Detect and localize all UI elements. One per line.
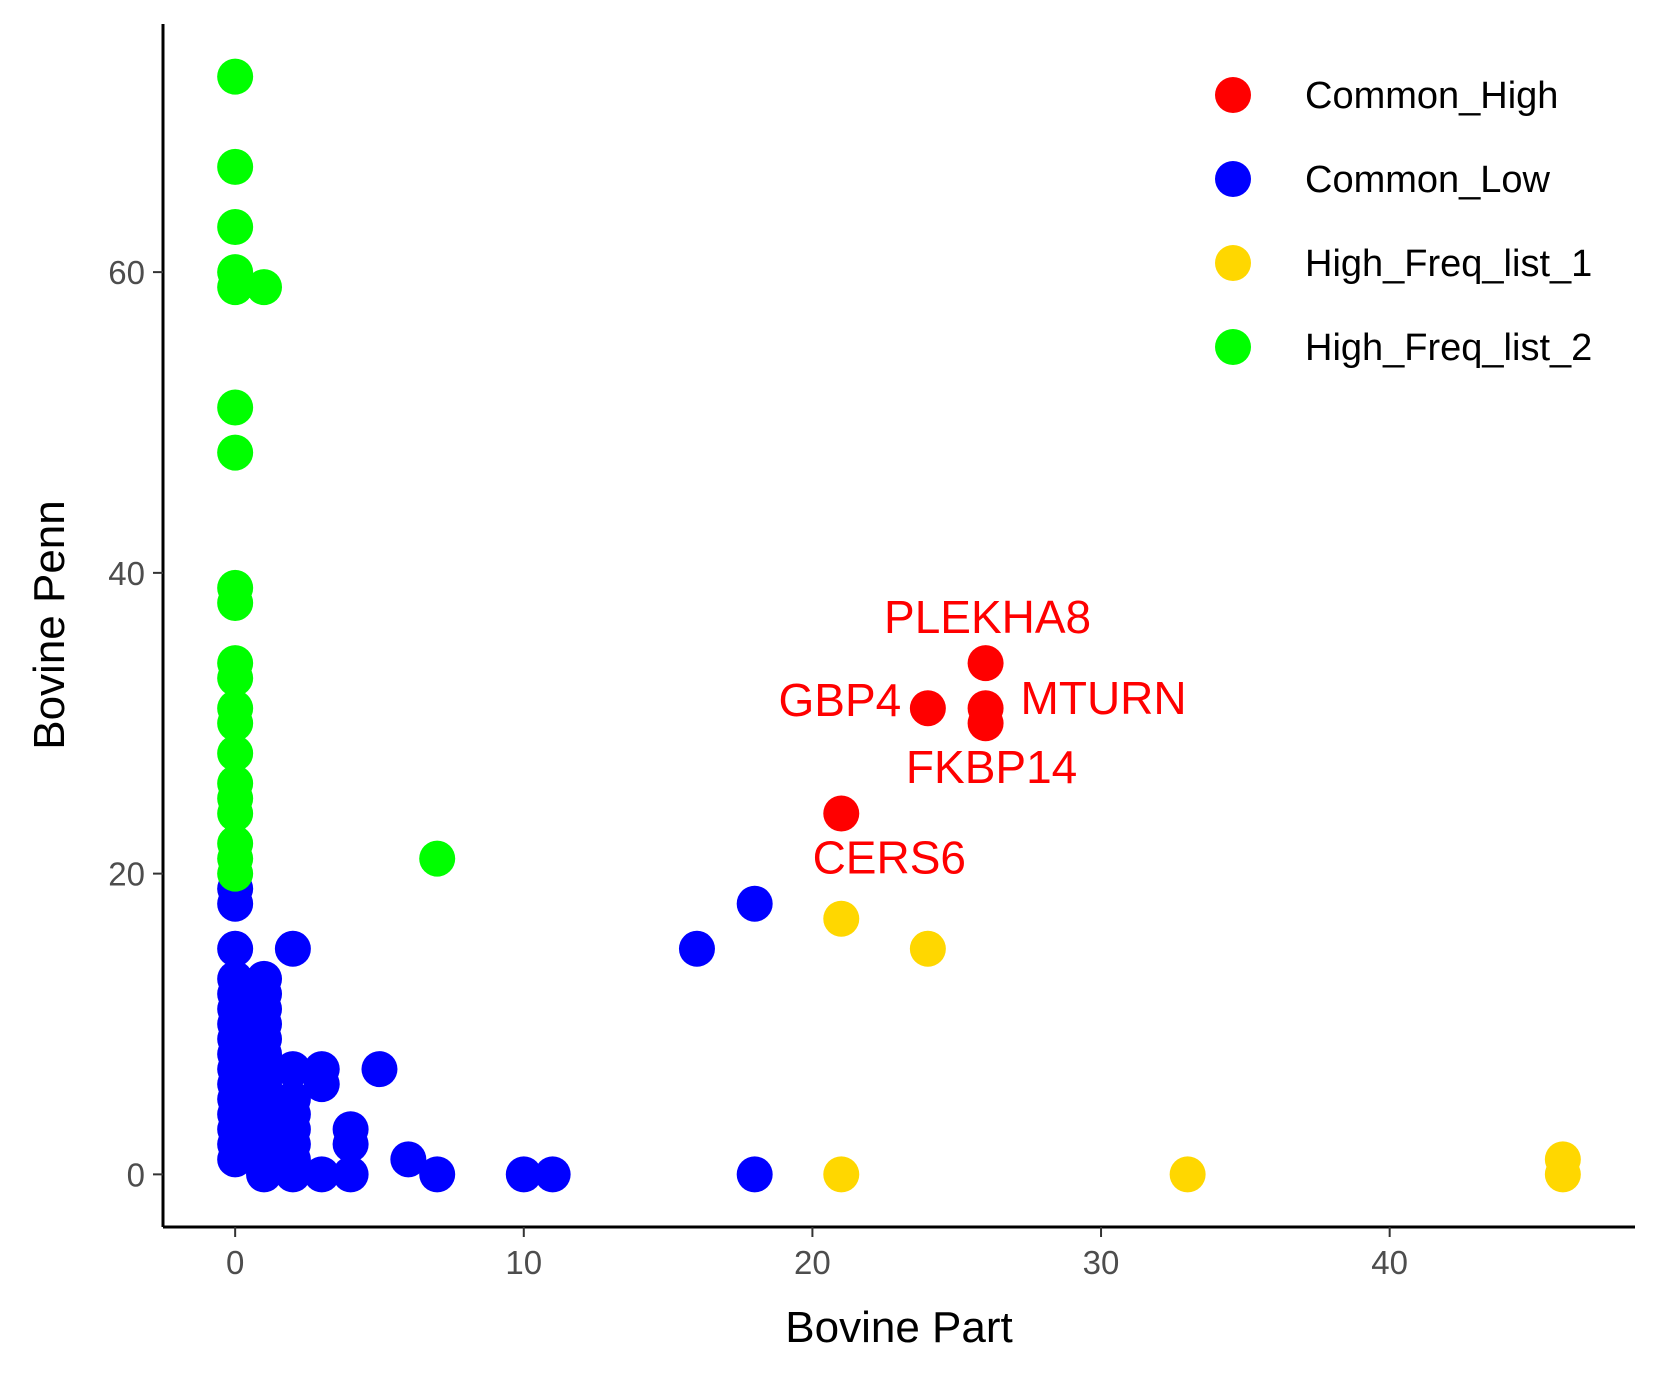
y-axis-ticks: 0 20 40 60	[108, 254, 163, 1193]
point-labels-layer: PLEKHA8 GBP4 MTURN FKBP14 CERS6	[778, 591, 1186, 883]
series-high-freq-list-1	[823, 900, 1581, 1193]
data-point	[217, 930, 254, 967]
point-label: GBP4	[778, 674, 901, 726]
data-point	[823, 795, 860, 832]
data-point	[246, 1156, 283, 1193]
legend-key	[1215, 329, 1251, 365]
data-point	[505, 1156, 542, 1193]
data-point	[217, 58, 254, 95]
y-tick-label: 20	[108, 856, 145, 893]
data-point	[217, 389, 254, 426]
legend-label: High_Freq_list_1	[1305, 243, 1592, 285]
y-tick-label: 60	[108, 254, 145, 291]
data-point	[217, 148, 254, 185]
data-point	[909, 930, 946, 967]
point-label: MTURN	[1021, 672, 1187, 724]
data-point	[390, 1141, 427, 1178]
x-tick-label: 40	[1371, 1244, 1408, 1281]
x-axis-title: Bovine Part	[785, 1303, 1012, 1352]
x-tick-label: 30	[1083, 1244, 1120, 1281]
data-point	[274, 1051, 311, 1088]
legend: Common_High Common_Low High_Freq_list_1 Hig…	[1215, 75, 1592, 369]
data-point	[967, 645, 1004, 682]
data-point	[217, 209, 254, 246]
data-point	[419, 1156, 456, 1193]
data-point	[967, 705, 1004, 742]
data-point	[217, 885, 254, 922]
legend-key	[1215, 245, 1251, 281]
data-point	[736, 1156, 773, 1193]
y-tick-label: 40	[108, 555, 145, 592]
point-label: CERS6	[813, 831, 966, 883]
data-point	[217, 660, 254, 697]
point-label: FKBP14	[906, 741, 1077, 793]
data-point	[217, 1141, 254, 1178]
data-point	[736, 885, 773, 922]
x-tick-label: 0	[226, 1244, 244, 1281]
legend-label: High_Freq_list_2	[1305, 327, 1592, 369]
data-point	[1169, 1156, 1206, 1193]
data-point	[909, 690, 946, 727]
data-point	[246, 269, 283, 306]
points-layer	[217, 58, 1581, 1193]
x-tick-label: 20	[794, 1244, 831, 1281]
y-axis-title: Bovine Penn	[25, 500, 74, 750]
data-point	[534, 1156, 571, 1193]
series-high-freq-list-2	[217, 58, 456, 892]
data-point	[361, 1051, 398, 1088]
legend-label: Common_Low	[1305, 159, 1551, 201]
data-point	[217, 855, 254, 892]
data-point	[303, 1156, 340, 1193]
data-point	[217, 795, 254, 832]
data-point	[1544, 1156, 1581, 1193]
data-point	[217, 434, 254, 471]
legend-key	[1215, 77, 1251, 113]
data-point	[332, 1126, 369, 1163]
y-tick-label: 0	[127, 1156, 145, 1193]
point-label: PLEKHA8	[884, 591, 1091, 643]
data-point	[332, 1156, 369, 1193]
data-point	[217, 584, 254, 621]
legend-key	[1215, 161, 1251, 197]
series-common-low	[217, 870, 773, 1193]
data-point	[678, 930, 715, 967]
data-point	[274, 1156, 311, 1193]
data-point	[217, 269, 254, 306]
x-tick-label: 10	[505, 1244, 542, 1281]
data-point	[419, 840, 456, 877]
x-axis-ticks: 0 10 20 30 40	[226, 1227, 1408, 1281]
data-point	[303, 1066, 340, 1103]
data-point	[274, 930, 311, 967]
data-point	[217, 735, 254, 772]
series-common-high	[823, 645, 1004, 832]
data-point	[217, 705, 254, 742]
data-point	[823, 900, 860, 937]
data-point	[823, 1156, 860, 1193]
legend-label: Common_High	[1305, 75, 1558, 117]
